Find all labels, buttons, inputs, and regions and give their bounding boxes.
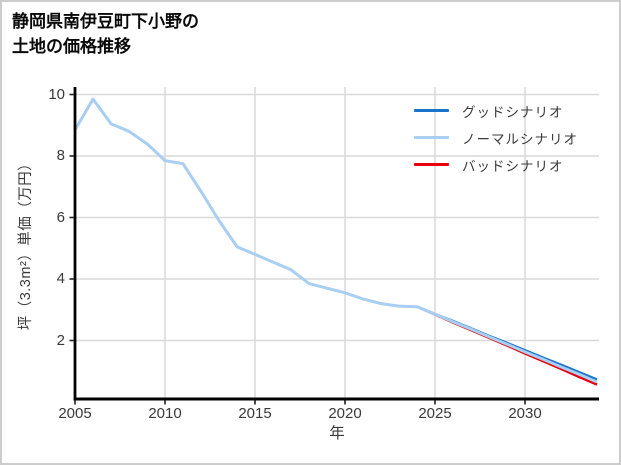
- normal-scenario-line-swatch: [414, 136, 449, 139]
- gridlines: [75, 87, 599, 399]
- legend-label-bad-scenario: バッドシナリオ: [462, 158, 564, 174]
- x-tick-label-2020: 2020: [328, 405, 362, 422]
- legend-label-normal-scenario: ノーマルシナリオ: [462, 131, 578, 147]
- legend: グッドシナリオ ノーマルシナリオ バッドシナリオ: [414, 97, 578, 178]
- y-tick-label-4: 4: [56, 270, 65, 287]
- good-scenario-line-swatch: [414, 109, 449, 112]
- x-tick-label-2025: 2025: [418, 405, 452, 422]
- bad-scenario-line-swatch: [414, 163, 449, 166]
- chart-title-line2: 土地の価格推移: [12, 36, 131, 56]
- y-axis-label: 坪（3.3m²）単価（万円）: [18, 155, 34, 331]
- x-tick-label-2030: 2030: [508, 405, 542, 422]
- legend-item-normal-scenario: ノーマルシナリオ: [414, 124, 578, 151]
- y-tick-label-2: 2: [56, 331, 65, 349]
- axes: [69, 87, 599, 405]
- x-tick-label-2015: 2015: [238, 405, 272, 422]
- y-tick-label-10: 10: [48, 85, 65, 103]
- chart-title: 静岡県南伊豆町下小野の 土地の価格推移: [12, 10, 199, 59]
- legend-item-good-scenario: グッドシナリオ: [414, 97, 578, 124]
- x-tick-label-2005: 2005: [58, 405, 92, 422]
- legend-label-good-scenario: グッドシナリオ: [462, 104, 564, 120]
- series-line-ノーマルシナリオ: [73, 97, 598, 384]
- y-tick-label-8: 8: [56, 147, 65, 164]
- legend-item-bad-scenario: バッドシナリオ: [414, 151, 578, 178]
- x-tick-label-2010: 2010: [148, 405, 182, 422]
- x-axis-label: 年: [329, 425, 345, 442]
- y-tick-label-6: 6: [56, 208, 65, 226]
- chart-title-line1: 静岡県南伊豆町下小野の: [12, 12, 199, 31]
- series-lines: [73, 97, 598, 386]
